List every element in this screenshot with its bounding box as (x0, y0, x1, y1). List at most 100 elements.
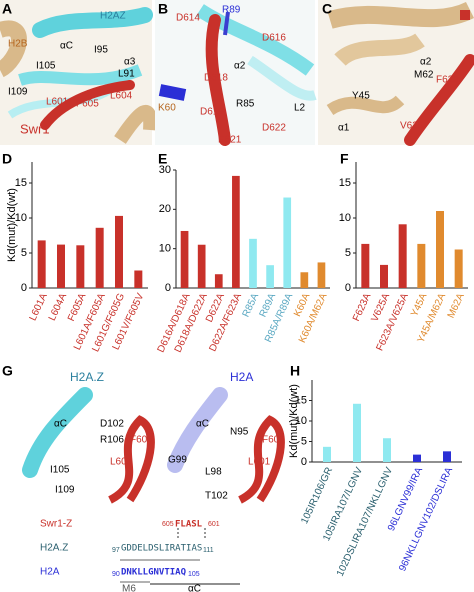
label: α1 (338, 123, 350, 134)
label: I105 (50, 465, 70, 476)
structure-a (0, 0, 158, 145)
y-tick-label: 10 (339, 212, 351, 224)
bar (353, 403, 361, 462)
label: F623 (436, 75, 459, 86)
bar (95, 227, 104, 288)
seq-number: 605 (162, 521, 174, 528)
bar (300, 272, 309, 288)
x-tick-label: M62A (446, 291, 467, 320)
panel-letter: E (158, 151, 167, 167)
bar (323, 446, 331, 462)
bar (214, 274, 223, 288)
label: H2A (230, 370, 253, 384)
labels-b: D614 R89 D616 α2 K60 D618 L2 R85 D619 D6… (158, 5, 306, 146)
bar (57, 244, 65, 288)
label: I109 (55, 485, 75, 496)
label: L601 (46, 97, 69, 108)
label: D619 (200, 107, 224, 118)
bar (249, 238, 257, 288)
label: α2 (420, 57, 432, 68)
structure-c (318, 0, 474, 146)
bar (380, 264, 388, 288)
label: I105 (36, 61, 56, 72)
label: F605 (262, 435, 285, 446)
bar (417, 243, 426, 288)
label: α3 (124, 57, 136, 68)
panel-letter: D (2, 151, 12, 167)
bar (180, 230, 189, 288)
x-tick-label: 102DSLIRA107/NKLLGNV (335, 465, 395, 578)
panel-letter: F (340, 151, 349, 167)
bar (37, 240, 46, 288)
label: D618 (204, 73, 228, 84)
label: αC (54, 419, 67, 430)
y-tick-label: 10 (159, 243, 171, 255)
bar (361, 243, 370, 288)
label: F605 (76, 99, 99, 110)
y-tick-label: 0 (301, 456, 307, 468)
bar (283, 197, 292, 288)
label: D616 (262, 33, 286, 44)
y-tick-label: 0 (345, 282, 351, 294)
label: αC (196, 419, 209, 430)
seq-number: 97 (112, 547, 120, 554)
structure-b (155, 0, 317, 146)
y-tick-label: 5 (21, 247, 27, 259)
label: H2A.Z (70, 370, 104, 384)
label: V625 (400, 121, 424, 132)
region: M6 (122, 584, 136, 592)
y-tick-label: 20 (159, 203, 171, 215)
region: αC (188, 584, 201, 592)
labels-a: H2AZ H2B αC I95 α3 I105 L91 I109 L601 F6… (8, 11, 136, 137)
seq-number: 105 (188, 571, 200, 578)
label: R89 (222, 5, 241, 16)
label: Y45 (352, 91, 370, 102)
y-tick-label: 30 (159, 164, 171, 176)
label: R85 (236, 99, 255, 110)
bar (115, 215, 123, 288)
bar (232, 175, 240, 288)
bar (197, 244, 206, 288)
seq-name: H2A (40, 567, 60, 578)
label: M62 (414, 70, 434, 81)
label: L98 (205, 467, 222, 478)
label: D622 (262, 123, 286, 134)
bar (413, 454, 421, 462)
label: T102 (205, 491, 228, 502)
seq-number: 601 (208, 521, 220, 528)
label: L601 (248, 457, 271, 468)
label: D614 (176, 13, 200, 24)
label: L91 (118, 69, 135, 80)
y-tick-label: 0 (21, 282, 27, 294)
label: E621 (218, 135, 242, 146)
label: Swr1 (20, 121, 50, 136)
labels-c: α2 M62 F623 Y45 α1 V625 (338, 57, 459, 134)
label: H2B (8, 39, 28, 50)
bar (266, 265, 274, 288)
bar (436, 211, 444, 288)
panel-letter: H (290, 363, 300, 379)
y-tick-label: 0 (165, 282, 171, 294)
panel-letter: B (158, 1, 168, 17)
panel-letter: C (322, 1, 332, 17)
seq-name: Swr1-Z (40, 519, 72, 530)
panel-letter: A (2, 1, 12, 17)
bar (443, 451, 451, 462)
label: I109 (8, 87, 28, 98)
y-axis-label: Kd(mut)/Kd(wt) (288, 384, 300, 458)
x-tick-label: 96NKLLGNV102/DSLIRA (397, 465, 455, 573)
label: L604 (110, 91, 133, 102)
bar (383, 438, 391, 462)
x-tick-label: 105IR106/GR (299, 466, 335, 526)
sequence: DNKLLGNVTIAQ (121, 568, 187, 578)
panel-letter: G (2, 363, 13, 379)
seq-number: 111 (203, 547, 214, 554)
seq-name: H2A.Z (40, 543, 68, 554)
labels-g: H2A.Z αC D102 R106 I105 I109 F605 L601 H… (40, 370, 285, 592)
y-axis-label: Kd(mut)/Kd(wt) (6, 188, 18, 262)
label: N95 (230, 427, 249, 438)
label: D102 (100, 419, 124, 430)
sequence: FLASL (175, 520, 203, 530)
y-tick-label: 10 (15, 212, 27, 224)
structure-g (22, 387, 285, 585)
